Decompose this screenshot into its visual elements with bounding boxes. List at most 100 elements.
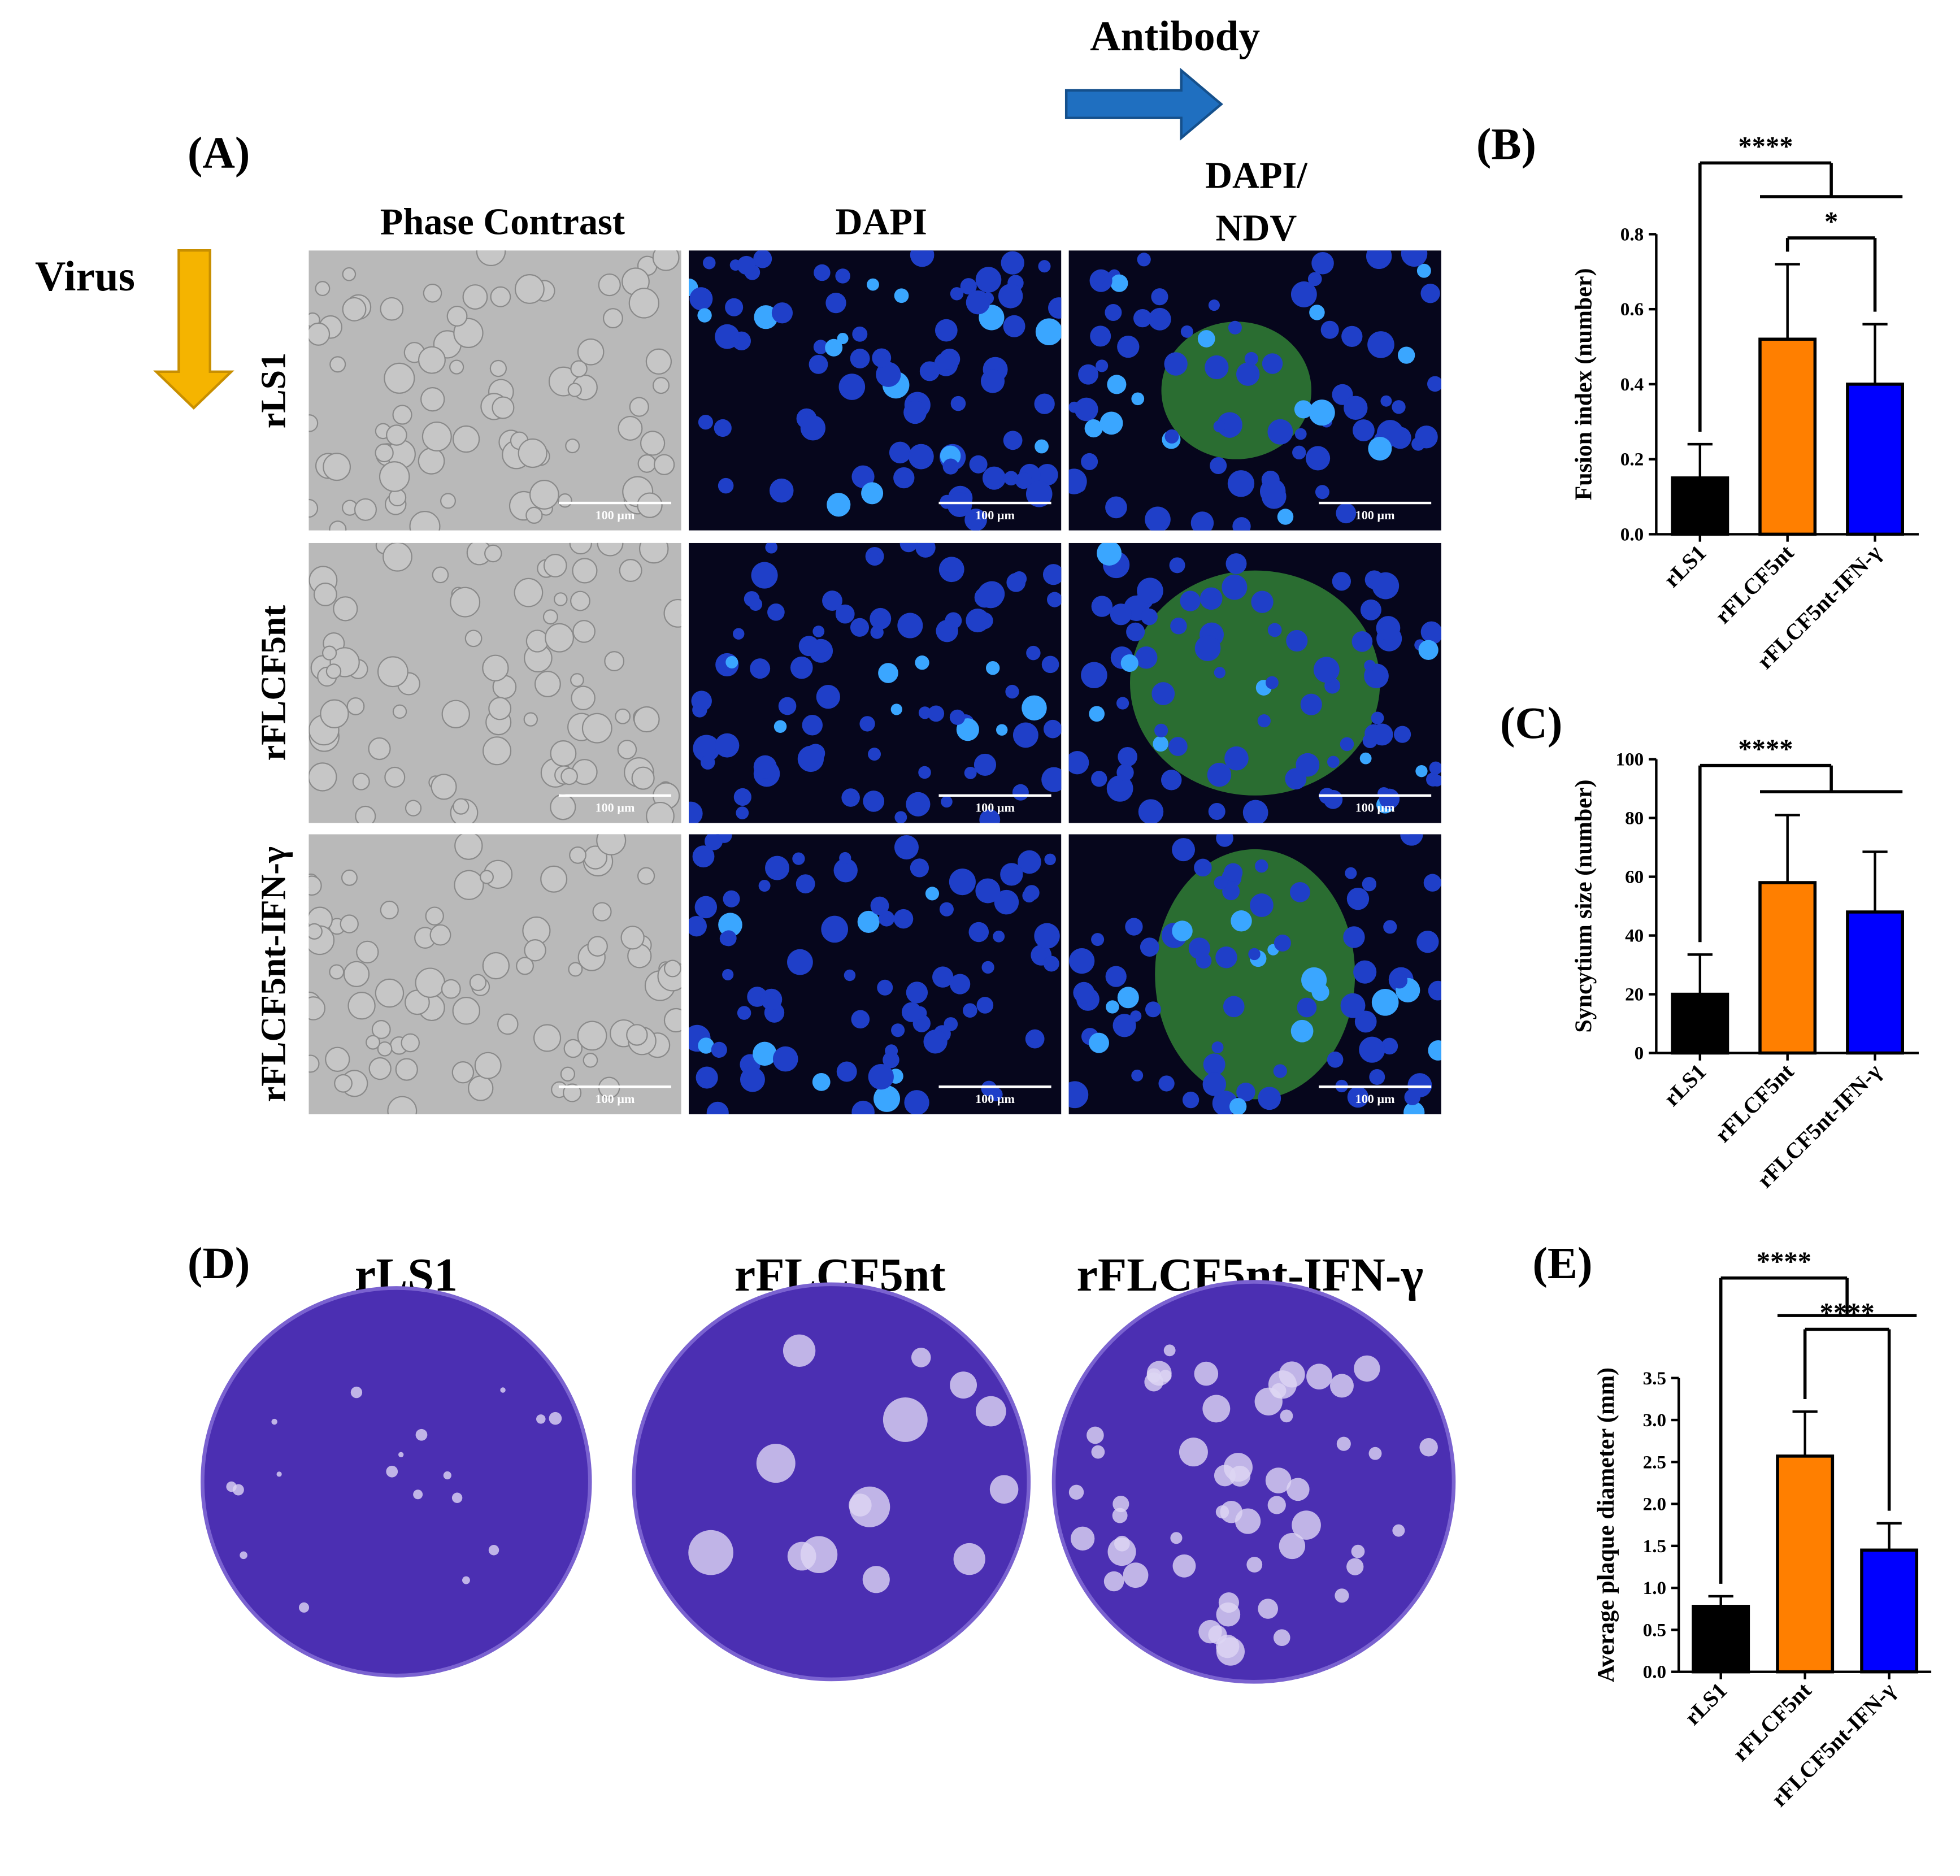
- panel-label: (E): [1532, 1239, 1592, 1288]
- nucleus: [901, 1002, 922, 1022]
- nucleus: [877, 979, 893, 996]
- nucleus: [1196, 953, 1212, 969]
- cell: [340, 914, 359, 933]
- nucleus: [1172, 838, 1196, 862]
- nucleus: [1081, 453, 1098, 470]
- cell: [571, 685, 596, 711]
- nucleus: [963, 1003, 977, 1018]
- plaque: [1172, 1554, 1196, 1578]
- nucleus: [1290, 281, 1317, 307]
- nucleus: [1223, 996, 1245, 1018]
- cell: [432, 566, 449, 584]
- cell: [620, 926, 645, 950]
- nucleus: [977, 581, 1004, 609]
- nucleus: [1200, 587, 1223, 610]
- nucleus: [841, 788, 860, 807]
- nucleus: [822, 590, 842, 611]
- nucleus: [1214, 667, 1225, 679]
- virus-arrow: [153, 249, 234, 410]
- nucleus: [944, 1017, 958, 1031]
- nucleus: [1346, 888, 1370, 910]
- nucleus: [751, 562, 778, 589]
- nucleus: [809, 355, 828, 374]
- cell: [524, 939, 546, 962]
- plaque: [1368, 1447, 1382, 1460]
- nucleus: [1251, 590, 1274, 613]
- micrograph: 100 µm: [308, 250, 681, 531]
- cell: [355, 805, 376, 823]
- cell: [467, 1075, 494, 1101]
- bar: [1758, 337, 1817, 536]
- cell: [334, 1074, 353, 1093]
- nucleus: [1327, 1051, 1344, 1068]
- cell: [663, 1008, 681, 1033]
- nucleus: [1116, 763, 1134, 781]
- plaque: [1258, 1599, 1279, 1619]
- nucleus: [894, 835, 919, 860]
- row-label: rFLCF5nt-IFN-γ: [254, 846, 293, 1102]
- cell: [405, 800, 422, 817]
- nucleus: [1145, 1001, 1161, 1018]
- nucleus: [778, 697, 797, 715]
- nucleus: [1309, 305, 1325, 320]
- nucleus: [873, 1085, 901, 1112]
- nucleus: [1265, 676, 1279, 689]
- nucleus: [1207, 762, 1232, 787]
- micrograph: 100 µm: [308, 542, 681, 823]
- nucleus: [1418, 640, 1439, 660]
- cell: [663, 959, 681, 978]
- nucleus: [711, 1041, 727, 1058]
- nucleus: [928, 705, 945, 722]
- nucleus: [1344, 396, 1368, 420]
- nucleus: [1320, 320, 1339, 339]
- nucleus: [802, 714, 823, 736]
- nucleus: [1315, 485, 1329, 500]
- nucleus: [1035, 318, 1062, 346]
- nucleus: [1000, 863, 1023, 886]
- cell: [525, 506, 543, 524]
- nucleus: [1343, 926, 1365, 948]
- nucleus: [906, 792, 931, 817]
- nucleus: [1069, 948, 1095, 974]
- cell: [308, 498, 319, 518]
- nucleus: [1236, 362, 1260, 386]
- nucleus: [1117, 335, 1140, 358]
- nucleus: [1294, 428, 1307, 440]
- nucleus: [1231, 910, 1252, 932]
- nucleus: [1366, 250, 1392, 270]
- cell: [631, 766, 655, 790]
- nucleus: [753, 1041, 777, 1066]
- plate: [632, 1282, 1031, 1682]
- nucleus: [851, 1100, 875, 1114]
- nucleus: [1416, 931, 1439, 953]
- cell: [587, 936, 608, 957]
- plaque: [488, 1545, 499, 1556]
- plaque: [271, 1418, 277, 1425]
- nucleus: [1012, 784, 1029, 801]
- nucleus: [1005, 684, 1019, 699]
- nucleus: [1290, 1019, 1314, 1043]
- nucleus: [1042, 564, 1062, 585]
- nucleus: [1110, 603, 1132, 626]
- cell: [440, 493, 456, 509]
- nucleus: [723, 890, 740, 907]
- nucleus: [942, 458, 959, 475]
- nucleus: [1347, 1086, 1369, 1108]
- column-header: Phase Contrast: [380, 201, 625, 242]
- plaque: [1246, 1557, 1263, 1573]
- nucleus: [968, 922, 989, 943]
- nucleus: [904, 1090, 929, 1114]
- nucleus: [867, 278, 879, 291]
- cell: [392, 405, 412, 425]
- cell: [377, 656, 408, 688]
- cell: [308, 923, 323, 940]
- nucleus: [878, 663, 898, 683]
- nucleus: [1227, 470, 1255, 497]
- nucleus: [689, 287, 713, 311]
- cell: [483, 736, 512, 766]
- nucleus: [1427, 376, 1441, 392]
- nucleus: [1300, 693, 1322, 715]
- nucleus: [1182, 1091, 1200, 1109]
- plaque: [989, 1475, 1019, 1504]
- x-tick-label: rLS1: [1659, 540, 1711, 592]
